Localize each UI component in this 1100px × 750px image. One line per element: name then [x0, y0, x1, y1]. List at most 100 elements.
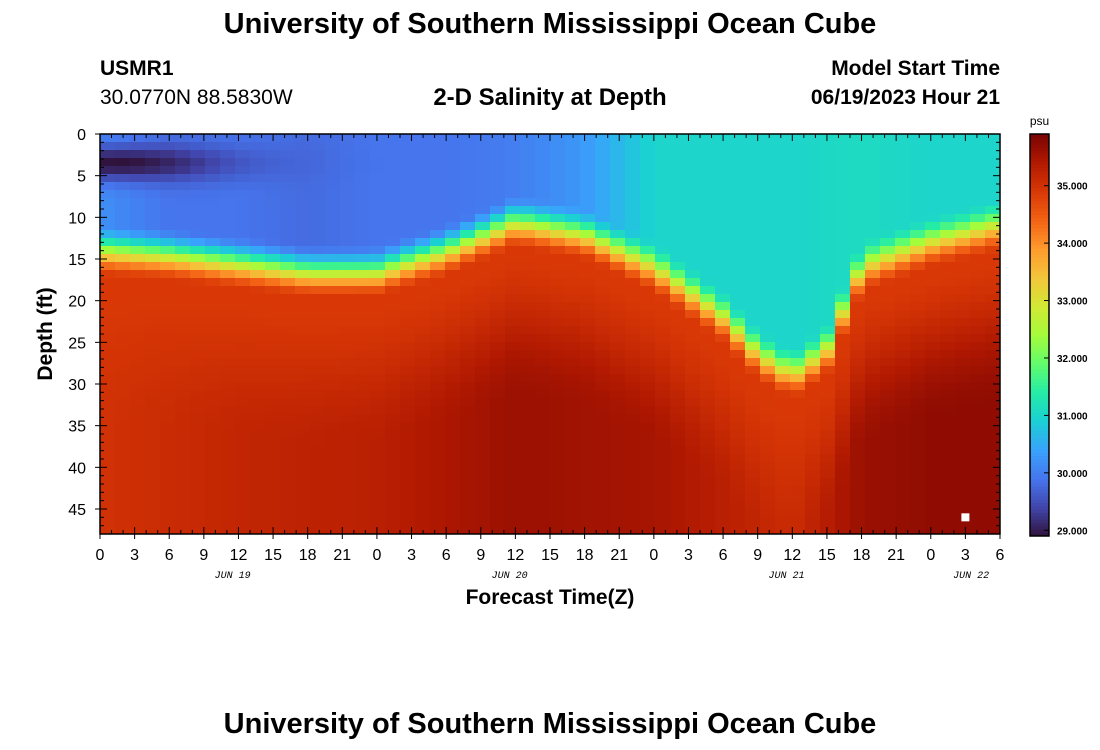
heatmap-cell — [520, 526, 536, 534]
heatmap-cell — [145, 334, 161, 343]
heatmap-cell — [310, 486, 326, 495]
heatmap-cell — [190, 462, 206, 471]
heatmap-cell — [295, 206, 311, 215]
heatmap-cell — [940, 326, 956, 335]
colorbar-segment — [1030, 301, 1049, 306]
heatmap-cell — [400, 222, 416, 231]
heatmap-cell — [220, 518, 236, 527]
heatmap-cell — [850, 182, 866, 191]
heatmap-cell — [625, 150, 641, 159]
heatmap-cell — [340, 182, 356, 191]
heatmap-cell — [715, 446, 731, 455]
heatmap-cell — [670, 382, 686, 391]
heatmap-cell — [160, 230, 176, 239]
heatmap-cell — [760, 430, 776, 439]
heatmap-cell — [850, 150, 866, 159]
heatmap-cell — [355, 414, 371, 423]
heatmap-cell — [100, 166, 116, 175]
heatmap-cell — [925, 326, 941, 335]
heatmap-cell — [520, 206, 536, 215]
heatmap-cell — [745, 374, 761, 383]
x-tick-label: 3 — [407, 547, 416, 564]
heatmap-cell — [925, 310, 941, 319]
heatmap-cell — [355, 478, 371, 487]
heatmap-cell — [130, 230, 146, 239]
heatmap-cell — [625, 166, 641, 175]
heatmap-cell — [265, 310, 281, 319]
heatmap-cell — [250, 326, 266, 335]
heatmap-cell — [130, 350, 146, 359]
colorbar-segment — [1030, 234, 1049, 239]
heatmap-cell — [895, 454, 911, 463]
heatmap-cell — [745, 422, 761, 431]
heatmap-cell — [145, 214, 161, 223]
heatmap-cell — [550, 182, 566, 191]
heatmap-cell — [265, 198, 281, 207]
y-tick-label: 40 — [68, 460, 86, 477]
heatmap-cell — [505, 494, 521, 503]
heatmap-cell — [400, 158, 416, 167]
y-tick-label: 45 — [68, 502, 86, 519]
heatmap-cell — [235, 470, 251, 479]
heatmap-cell — [745, 302, 761, 311]
heatmap-cell — [895, 238, 911, 247]
heatmap-cell — [505, 326, 521, 335]
heatmap-cell — [145, 190, 161, 199]
heatmap-cell — [160, 278, 176, 287]
heatmap-cell — [145, 262, 161, 271]
heatmap-cell — [790, 158, 806, 167]
heatmap-cell — [910, 262, 926, 271]
heatmap-cell — [760, 142, 776, 151]
heatmap-cell — [835, 454, 851, 463]
heatmap-cell — [460, 134, 476, 143]
heatmap-cell — [910, 414, 926, 423]
heatmap-cell — [370, 494, 386, 503]
heatmap-cell — [805, 206, 821, 215]
heatmap-cell — [565, 390, 581, 399]
heatmap-cell — [925, 206, 941, 215]
heatmap-cell — [730, 422, 746, 431]
colorbar-segment — [1030, 435, 1049, 440]
heatmap-cell — [385, 190, 401, 199]
heatmap-cell — [910, 494, 926, 503]
heatmap-cell — [310, 382, 326, 391]
heatmap-cell — [280, 462, 296, 471]
heatmap-cell — [250, 454, 266, 463]
colorbar-segment — [1030, 331, 1049, 336]
heatmap-cell — [955, 422, 971, 431]
heatmap-cell — [205, 262, 221, 271]
heatmap-cell — [730, 494, 746, 503]
heatmap-cell — [655, 454, 671, 463]
heatmap-cell — [700, 278, 716, 287]
heatmap-cell — [880, 422, 896, 431]
heatmap-cell — [805, 510, 821, 519]
colorbar-segment — [1030, 465, 1049, 470]
heatmap-cell — [160, 478, 176, 487]
colorbar-segment — [1030, 321, 1049, 326]
heatmap-cell — [265, 230, 281, 239]
heatmap-cell — [550, 206, 566, 215]
heatmap-cell — [895, 270, 911, 279]
heatmap-cell — [865, 422, 881, 431]
heatmap-cell — [925, 390, 941, 399]
heatmap-cell — [895, 438, 911, 447]
heatmap-cell — [955, 166, 971, 175]
heatmap-cell — [475, 206, 491, 215]
heatmap-cell — [820, 446, 836, 455]
heatmap-cell — [715, 302, 731, 311]
heatmap-cell — [190, 254, 206, 263]
heatmap-cell — [505, 158, 521, 167]
heatmap-cell — [580, 206, 596, 215]
heatmap-cell — [250, 478, 266, 487]
heatmap-cell — [175, 414, 191, 423]
heatmap-cell — [910, 478, 926, 487]
colorbar-segment — [1030, 395, 1049, 400]
heatmap-cell — [910, 214, 926, 223]
heatmap-cell — [700, 358, 716, 367]
heatmap-cell — [580, 494, 596, 503]
heatmap-cell — [925, 462, 941, 471]
heatmap-cell — [820, 326, 836, 335]
heatmap-cell — [565, 246, 581, 255]
heatmap-cell — [910, 342, 926, 351]
heatmap-cell — [445, 446, 461, 455]
